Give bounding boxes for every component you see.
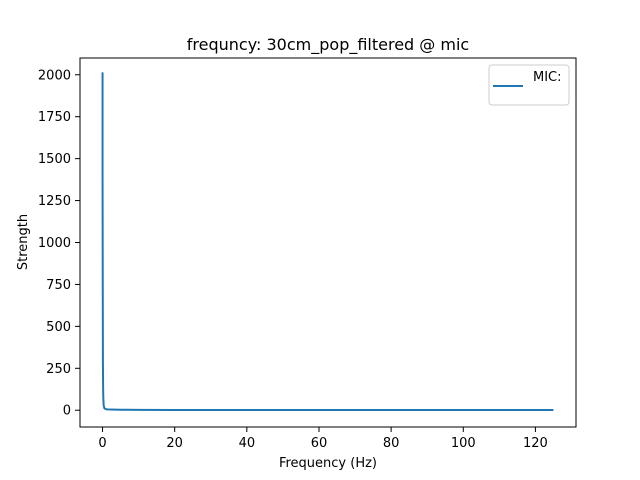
series-layer <box>101 72 554 412</box>
y-tick-label: 500 <box>46 320 71 335</box>
chart-title: frequncy: 30cm_pop_filtered @ mic <box>187 35 469 55</box>
series-line-mic <box>101 72 554 412</box>
legend-label-mic: MIC: <box>533 70 562 85</box>
x-axis: 0 20 40 60 80 100 120 <box>98 427 548 451</box>
y-tick-label: 2000 <box>38 68 71 83</box>
x-tick-label: 120 <box>523 436 548 451</box>
x-tick-label: 40 <box>239 436 256 451</box>
x-tick-label: 0 <box>98 436 106 451</box>
legend-box <box>488 64 570 106</box>
x-tick-label: 20 <box>166 436 183 451</box>
y-tick-label: 1000 <box>38 236 71 251</box>
y-tick-label: 1250 <box>38 194 71 209</box>
y-axis-label: Strength <box>16 214 31 270</box>
legend: MIC: <box>488 64 570 106</box>
y-axis: 0 250 500 750 1000 1250 1500 1750 2000 <box>38 68 80 419</box>
plot-area <box>79 57 577 428</box>
x-tick-label: 80 <box>383 436 400 451</box>
y-tick-label: 0 <box>63 404 71 419</box>
x-tick-label: 100 <box>451 436 476 451</box>
y-tick-label: 750 <box>46 278 71 293</box>
y-tick-label: 250 <box>46 362 71 377</box>
x-tick-label: 60 <box>311 436 328 451</box>
x-axis-label: Frequency (Hz) <box>279 456 377 471</box>
y-tick-label: 1500 <box>38 152 71 167</box>
y-tick-label: 1750 <box>38 110 71 125</box>
